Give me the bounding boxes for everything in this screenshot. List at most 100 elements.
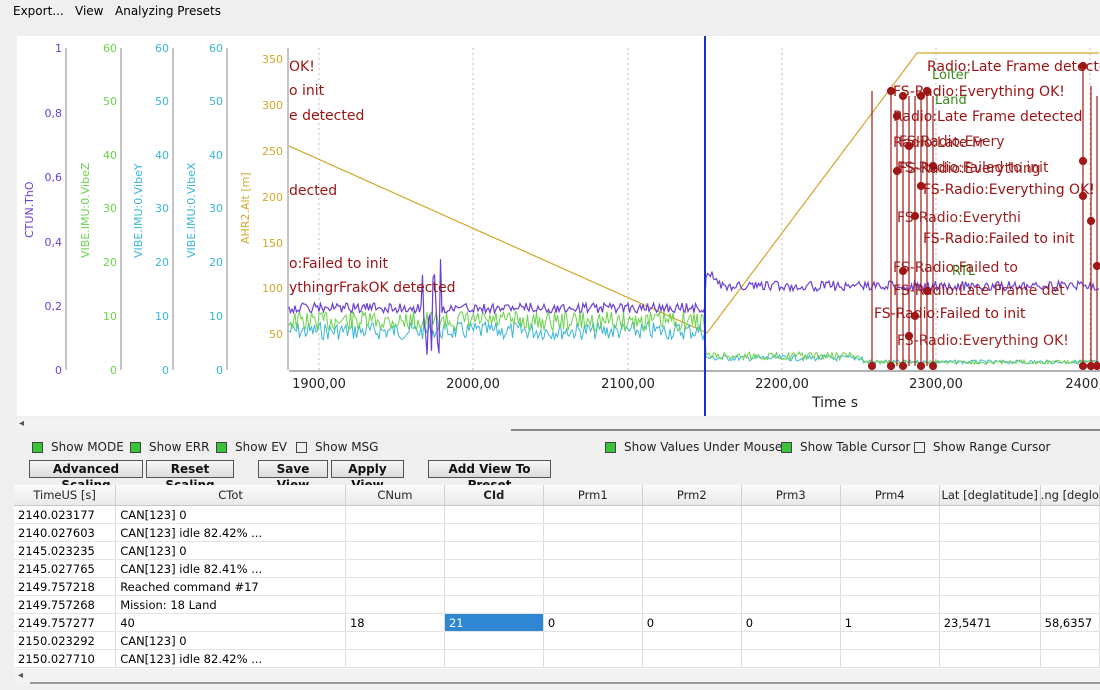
table-cell[interactable]: [642, 595, 742, 614]
column-header[interactable]: Prm4: [840, 485, 940, 506]
table-cell[interactable]: 2149.757268: [14, 595, 117, 614]
table-cell[interactable]: 18: [345, 613, 445, 632]
column-header[interactable]: Prm3: [741, 485, 841, 506]
table-cell[interactable]: Reached command #17: [115, 577, 346, 596]
table-cell[interactable]: [840, 649, 940, 668]
table-row[interactable]: 2145.023235 CAN[123] 0: [14, 541, 1100, 560]
table-cell[interactable]: [840, 541, 940, 560]
plot-area[interactable]: 1 0,8 0,6 0,4 0,2 0 CTUN.ThO 60 50 40 30…: [17, 36, 1100, 416]
table-cell[interactable]: [1040, 577, 1100, 596]
table-row[interactable]: 2149.757277 40 18 21 0 0 0 1 23,5471 58,6357: [14, 613, 1100, 632]
table-cell[interactable]: [840, 559, 940, 578]
table-cell[interactable]: [444, 595, 544, 614]
log-table[interactable]: TimeUS [s] CTot CNum CId Prm1 Prm2 Prm3 Prm4 Lat…: [14, 485, 1100, 669]
table-cell[interactable]: [345, 505, 445, 524]
table-row[interactable]: 2150.023292 CAN[123] 0: [14, 631, 1100, 650]
table-row[interactable]: 2150.027710 CAN[123] idle 82.42% ...: [14, 649, 1100, 668]
table-cell[interactable]: [939, 523, 1041, 542]
show-range-cursor-checkbox[interactable]: Show Range Cursor: [914, 440, 1051, 454]
table-cell[interactable]: Mission: 18 Land: [115, 595, 346, 614]
menu-view[interactable]: View: [75, 4, 104, 18]
table-cell[interactable]: [345, 595, 445, 614]
table-cell[interactable]: [741, 649, 841, 668]
table-cell[interactable]: [543, 523, 643, 542]
show-mode-checkbox[interactable]: Show MODE: [32, 440, 124, 454]
table-cell[interactable]: [1040, 595, 1100, 614]
table-cell[interactable]: [939, 649, 1041, 668]
plot-scroll-thumb[interactable]: [511, 429, 1100, 431]
table-cell[interactable]: [345, 577, 445, 596]
table-cell[interactable]: [741, 559, 841, 578]
table-cell[interactable]: [444, 505, 544, 524]
table-row[interactable]: 2140.023177 CAN[123] 0: [14, 505, 1100, 524]
table-cell[interactable]: 2140.027603: [14, 523, 117, 542]
menu-analyzing-presets[interactable]: Analyzing Presets: [115, 4, 221, 18]
table-cell[interactable]: [345, 523, 445, 542]
table-cell[interactable]: [840, 577, 940, 596]
table-cell[interactable]: [642, 649, 742, 668]
table-cell[interactable]: 2140.023177: [14, 505, 117, 524]
table-cell[interactable]: [543, 541, 643, 560]
table-cell[interactable]: [1040, 523, 1100, 542]
table-cell[interactable]: [642, 505, 742, 524]
column-header[interactable]: Lat [deglatitude]: [939, 485, 1041, 506]
table-cell[interactable]: CAN[123] idle 82.42% ...: [115, 523, 346, 542]
table-cell[interactable]: 40: [115, 613, 346, 632]
show-ev-checkbox[interactable]: Show EV: [216, 440, 287, 454]
table-cell[interactable]: 2150.027710: [14, 649, 117, 668]
table-cell[interactable]: [543, 631, 643, 650]
show-msg-checkbox[interactable]: Show MSG: [296, 440, 378, 454]
table-cell[interactable]: 2149.757218: [14, 577, 117, 596]
table-cell[interactable]: 23,5471: [939, 613, 1041, 632]
table-cell[interactable]: [1040, 631, 1100, 650]
table-cell[interactable]: [939, 505, 1041, 524]
table-cell[interactable]: [642, 577, 742, 596]
scroll-left-arrow-icon[interactable]: ◂: [18, 670, 24, 681]
table-scroll-thumb[interactable]: [30, 682, 1100, 684]
table-cell[interactable]: 0: [543, 613, 643, 632]
table-cell[interactable]: [939, 541, 1041, 560]
column-header[interactable]: CNum: [345, 485, 445, 506]
table-cell[interactable]: [840, 505, 940, 524]
time-series-plot[interactable]: 1 0,8 0,6 0,4 0,2 0 CTUN.ThO 60 50 40 30…: [17, 36, 1100, 416]
table-cell[interactable]: 2150.023292: [14, 631, 117, 650]
table-cell[interactable]: [444, 631, 544, 650]
plot-horizontal-scrollbar[interactable]: ◂: [17, 418, 1100, 432]
table-cell[interactable]: [840, 523, 940, 542]
column-header[interactable]: Prm2: [642, 485, 742, 506]
table-cell[interactable]: [840, 595, 940, 614]
table-cell[interactable]: [939, 631, 1041, 650]
table-cell[interactable]: [1040, 541, 1100, 560]
table-cell[interactable]: CAN[123] idle 82.42% ...: [115, 649, 346, 668]
advanced-scaling-button[interactable]: Advanced Scaling: [29, 460, 143, 492]
show-err-checkbox[interactable]: Show ERR: [130, 440, 209, 454]
table-cell[interactable]: [741, 577, 841, 596]
reset-scaling-button[interactable]: Reset Scaling: [146, 460, 234, 492]
table-cell[interactable]: 1: [840, 613, 940, 632]
column-header[interactable]: CId: [444, 485, 544, 506]
table-cell[interactable]: [1040, 559, 1100, 578]
table-cell[interactable]: 0: [741, 613, 841, 632]
table-cell[interactable]: CAN[123] idle 82.41% ...: [115, 559, 346, 578]
table-cell[interactable]: [444, 541, 544, 560]
table-cell[interactable]: [345, 631, 445, 650]
table-cell[interactable]: [642, 541, 742, 560]
table-cell[interactable]: [444, 559, 544, 578]
table-cell[interactable]: [444, 523, 544, 542]
table-cell[interactable]: [741, 505, 841, 524]
table-cell[interactable]: [741, 523, 841, 542]
table-row[interactable]: 2149.757268 Mission: 18 Land: [14, 595, 1100, 614]
table-cell[interactable]: [345, 541, 445, 560]
column-header[interactable]: .ng [deglo: [1040, 485, 1100, 506]
table-cell[interactable]: 0: [642, 613, 742, 632]
table-cell[interactable]: [543, 595, 643, 614]
table-cell[interactable]: [642, 631, 742, 650]
column-header[interactable]: CTot: [115, 485, 346, 506]
apply-view-button[interactable]: Apply View: [331, 460, 404, 492]
table-cell[interactable]: 2145.023235: [14, 541, 117, 560]
table-cell[interactable]: [345, 559, 445, 578]
show-values-under-mouse-checkbox[interactable]: Show Values Under Mouse: [605, 440, 782, 454]
table-horizontal-scrollbar[interactable]: ◂: [14, 669, 1100, 685]
table-cell[interactable]: [1040, 649, 1100, 668]
add-view-to-preset-button[interactable]: Add View To Preset: [428, 460, 551, 492]
